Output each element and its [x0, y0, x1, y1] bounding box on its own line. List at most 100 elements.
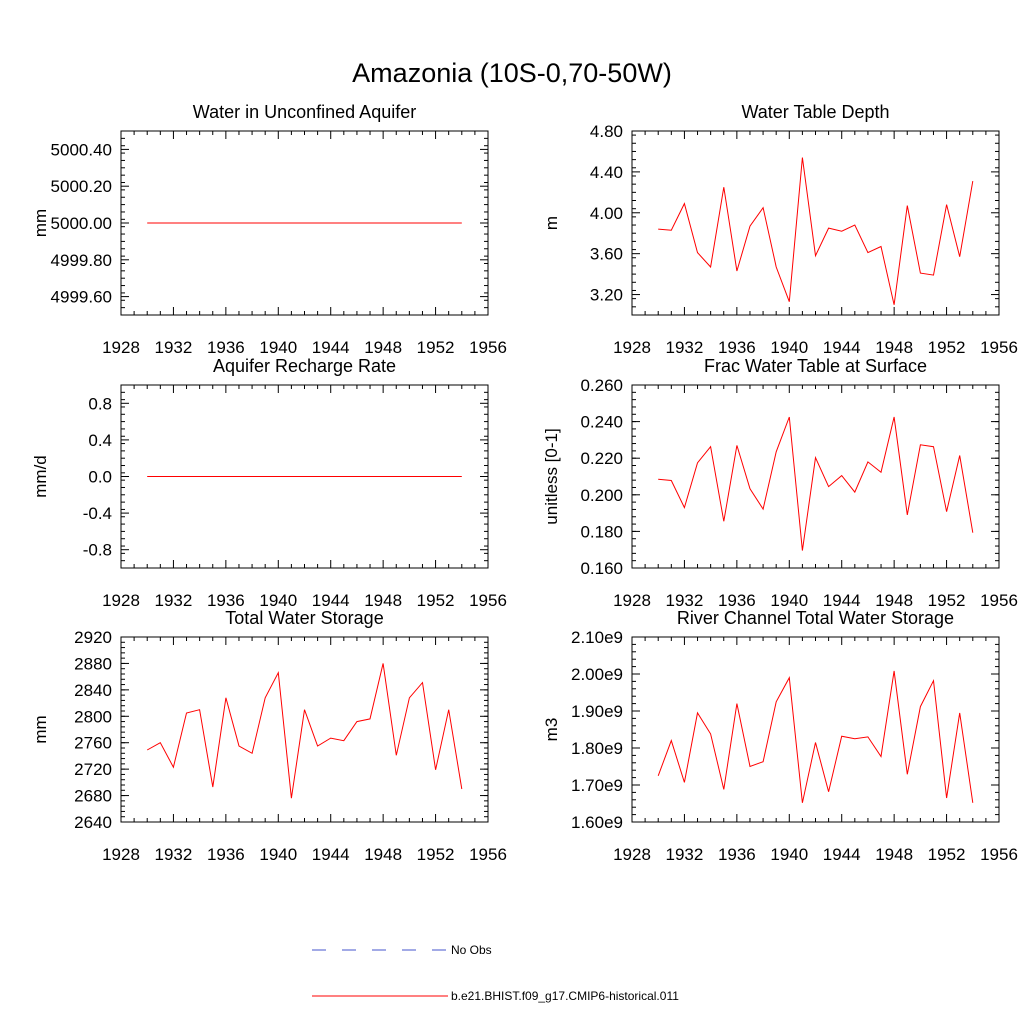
x-tick-label: 1944 [312, 591, 350, 610]
y-tick-label: 5000.00 [51, 214, 112, 233]
y-tick-label: 0.0 [88, 468, 112, 487]
plot-frame [631, 384, 1000, 569]
x-tick-label: 1936 [718, 338, 756, 357]
x-tick-label: 1944 [312, 845, 350, 864]
x-tick-label: 1932 [666, 591, 704, 610]
panel-title: Total Water Storage [225, 608, 383, 628]
plot-frame [631, 130, 1000, 316]
y-tick-label: 4.80 [590, 122, 623, 141]
y-tick-label: 5000.40 [51, 140, 112, 159]
y-tick-label: 2.00e9 [571, 665, 623, 684]
x-tick-label: 1932 [155, 845, 193, 864]
x-tick-label: 1956 [980, 591, 1018, 610]
x-tick-label: 1944 [823, 338, 861, 357]
x-tick-label: 1948 [364, 591, 402, 610]
x-tick-label: 1952 [928, 591, 966, 610]
y-axis-label: m [542, 216, 561, 230]
y-axis-label: mm [31, 209, 50, 237]
x-tick-label: 1952 [417, 591, 455, 610]
legend-label-model: b.e21.BHIST.f09_g17.CMIP6-historical.011 [451, 989, 679, 1003]
x-tick-label: 1936 [207, 338, 245, 357]
figure-title: Amazonia (10S-0,70-50W) [352, 58, 672, 88]
x-tick-label: 1944 [823, 591, 861, 610]
series-line-total-water-storage [146, 663, 463, 799]
y-tick-label: 5000.20 [51, 177, 112, 196]
y-tick-label: 2760 [74, 734, 112, 753]
y-tick-label: 1.80e9 [571, 739, 623, 758]
y-tick-label: 3.20 [590, 286, 623, 305]
legend: No Obs b.e21.BHIST.f09_g17.CMIP6-histori… [312, 943, 679, 1003]
x-tick-label: 1940 [259, 338, 297, 357]
y-tick-label: 4.00 [590, 204, 623, 223]
x-tick-label: 1936 [207, 845, 245, 864]
x-tick-label: 1944 [312, 338, 350, 357]
panel-frac-water-table-at-surface: Frac Water Table at Surface 1928 1932 1936 1… [542, 356, 1018, 610]
y-tick-label: 4999.80 [51, 251, 112, 270]
y-tick-label: 3.60 [590, 245, 623, 264]
x-tick-label: 1952 [417, 845, 455, 864]
y-tick-label: -0.8 [83, 541, 112, 560]
y-tick-label: 0.220 [580, 449, 623, 468]
y-tick-label: 2720 [74, 760, 112, 779]
y-tick-label: 2.10e9 [571, 628, 623, 647]
y-tick-label: 2880 [74, 654, 112, 673]
y-tick-label: 0.240 [580, 413, 623, 432]
x-tick-label: 1936 [207, 591, 245, 610]
y-tick-label: 0.180 [580, 522, 623, 541]
x-tick-label: 1956 [980, 338, 1018, 357]
x-tick-label: 1948 [875, 591, 913, 610]
y-tick-label: 0.260 [580, 376, 623, 395]
y-tick-label: 0.160 [580, 559, 623, 578]
x-tick-label: 1948 [364, 845, 402, 864]
x-tick-label: 1948 [875, 338, 913, 357]
plot-frame [120, 636, 489, 823]
y-tick-label: 4999.60 [51, 288, 112, 307]
panel-title: Water in Unconfined Aquifer [193, 102, 416, 122]
plot-frame [631, 636, 1000, 823]
panel-water-in-unconfined-aquifer: Water in Unconfined Aquifer 1928 1932 1936 1… [31, 102, 507, 357]
x-tick-label: 1928 [102, 338, 140, 357]
x-tick-label: 1940 [259, 845, 297, 864]
panel-title: Frac Water Table at Surface [704, 356, 927, 376]
series-line-river-channel-total-water-storage [657, 670, 974, 803]
y-tick-label: 4.40 [590, 163, 623, 182]
y-tick-label: -0.4 [83, 504, 112, 523]
panels: Water in Unconfined Aquifer 1928 1932 1936 1… [31, 102, 1018, 864]
y-tick-label: 2840 [74, 681, 112, 700]
series-line-frac-water-table-at-surface [658, 416, 974, 551]
panel-total-water-storage: Total Water Storage 1928 1932 1936 1940 1944 1… [31, 608, 507, 864]
x-tick-label: 1932 [666, 338, 704, 357]
y-tick-label: 1.60e9 [571, 813, 623, 832]
y-axis-label: m3 [542, 718, 561, 742]
series-line-water-table-depth [658, 157, 974, 305]
panel-title: Water Table Depth [741, 102, 889, 122]
y-tick-label: 1.90e9 [571, 702, 623, 721]
x-tick-label: 1956 [980, 845, 1018, 864]
panel-water-table-depth: Water Table Depth 1928 1932 1936 1940 1944 194… [542, 102, 1018, 357]
x-tick-label: 1952 [417, 338, 455, 357]
y-tick-label: 0.4 [88, 431, 112, 450]
x-tick-label: 1928 [613, 845, 651, 864]
x-tick-label: 1952 [928, 338, 966, 357]
x-tick-label: 1936 [718, 845, 756, 864]
x-tick-label: 1940 [770, 338, 808, 357]
y-axis-label: mm/d [31, 455, 50, 498]
y-tick-label: 0.200 [580, 486, 623, 505]
y-tick-label: 1.70e9 [571, 776, 623, 795]
x-tick-label: 1956 [469, 338, 507, 357]
x-tick-label: 1940 [770, 845, 808, 864]
x-tick-label: 1952 [928, 845, 966, 864]
x-tick-label: 1932 [666, 845, 704, 864]
panel-river-channel-total-water-storage: River Channel Total Water Storage 1928 193… [542, 608, 1018, 864]
x-tick-label: 1932 [155, 591, 193, 610]
y-tick-label: 2640 [74, 813, 112, 832]
x-tick-label: 1928 [102, 845, 140, 864]
x-tick-label: 1928 [613, 591, 651, 610]
y-tick-label: 0.8 [88, 394, 112, 413]
y-axis-label: mm [31, 715, 50, 743]
x-tick-label: 1940 [259, 591, 297, 610]
y-tick-label: 2680 [74, 787, 112, 806]
y-tick-label: 2800 [74, 707, 112, 726]
x-tick-label: 1928 [613, 338, 651, 357]
